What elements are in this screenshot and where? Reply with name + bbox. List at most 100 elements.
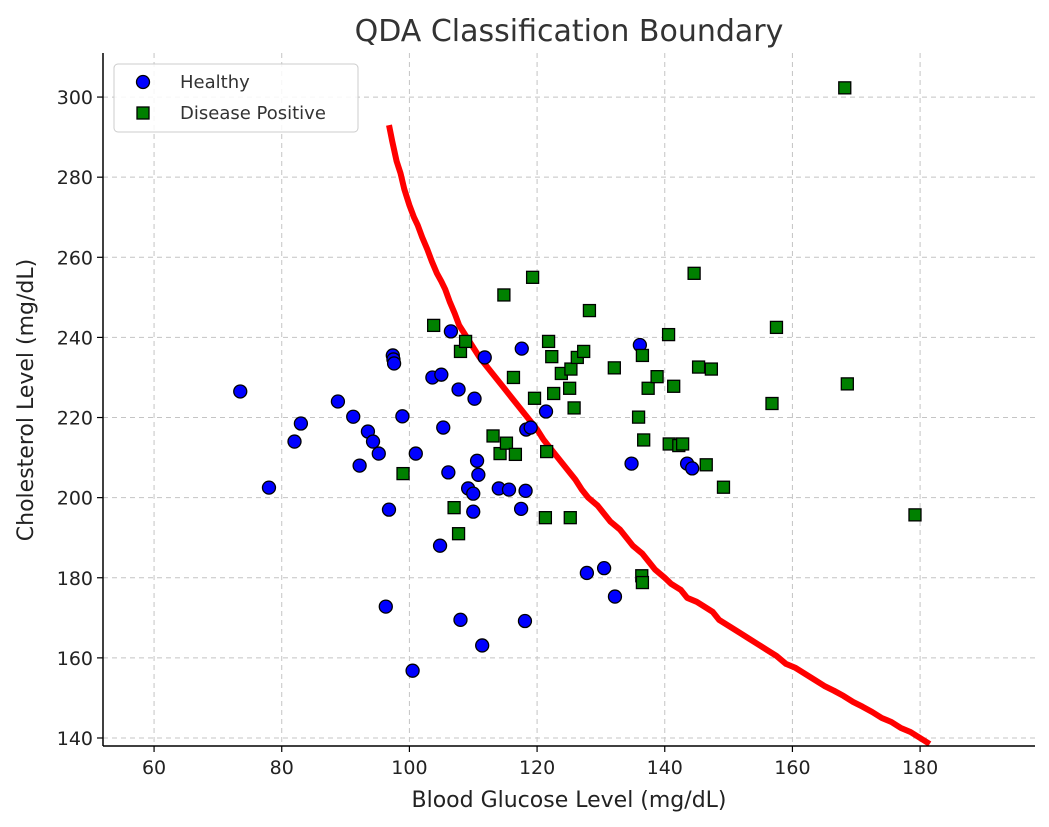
healthy-point	[287, 434, 302, 449]
healthy-point	[579, 565, 595, 581]
healthy-point	[436, 420, 451, 435]
y-tick-label: 260	[57, 247, 93, 269]
x-tick-labels: 60 80 100 120 140 160 180	[142, 757, 938, 779]
disease-positive-point	[427, 318, 441, 333]
disease-positive-point	[637, 433, 651, 447]
x-tick-label: 80	[270, 757, 294, 779]
grid-lines	[103, 53, 1035, 746]
y-tick-label: 200	[57, 488, 93, 510]
disease-positive-point	[582, 303, 597, 318]
healthy-point	[371, 446, 386, 461]
disease-positive-point	[540, 444, 554, 459]
y-tick-label: 180	[57, 568, 93, 590]
healthy-point	[233, 384, 248, 399]
disease-positive-point	[650, 370, 664, 384]
disease-positive-point	[635, 575, 650, 590]
y-tick-label: 220	[57, 408, 93, 430]
disease-positive-point	[538, 511, 553, 525]
x-tick-label: 60	[142, 757, 166, 779]
disease-positive-point	[567, 401, 581, 415]
disease-positive-point	[769, 320, 784, 335]
disease-positive-point	[497, 288, 511, 302]
disease-positive-point	[562, 381, 577, 395]
healthy-point	[443, 324, 459, 339]
x-tick-label: 160	[774, 757, 810, 779]
disease-positive-point	[687, 266, 701, 280]
y-tick-label: 140	[57, 728, 93, 750]
healthy-point	[475, 638, 490, 653]
y-tick-label: 160	[57, 648, 93, 670]
disease-positive-point	[699, 458, 713, 472]
healthy-point	[624, 456, 639, 471]
disease-positive-point	[506, 370, 521, 385]
disease-positive-point	[838, 81, 852, 95]
disease-positive-point	[908, 508, 922, 522]
disease-positive-point	[667, 379, 681, 393]
healthy-point	[501, 482, 517, 497]
disease-positive-point	[541, 334, 556, 349]
disease-positive-point	[716, 480, 731, 494]
healthy-point	[405, 663, 420, 678]
x-tick-label: 140	[647, 757, 683, 779]
y-tick-label: 280	[57, 167, 93, 189]
healthy-point	[346, 409, 361, 424]
disease-positive-point	[499, 436, 514, 450]
healthy-point	[408, 446, 423, 461]
disease-positive-point	[631, 410, 646, 424]
y-tick-labels: 140 160 180 200 220 240 260 280 300	[57, 87, 93, 750]
healthy-point	[513, 501, 529, 517]
disease-positive-point	[607, 361, 621, 375]
healthy-point	[330, 394, 346, 409]
healthy-point	[596, 560, 612, 576]
healthy-point	[469, 453, 485, 468]
x-axis-label: Blood Glucose Level (mg/dL)	[412, 788, 727, 813]
disease-positive-point	[525, 270, 540, 284]
decision-boundary	[386, 124, 932, 747]
healthy-point	[378, 599, 393, 614]
legend-box	[113, 63, 359, 133]
healthy-point	[293, 416, 309, 431]
x-tick-label: 100	[391, 757, 427, 779]
healthy-point	[466, 504, 481, 519]
disease-positive-point	[661, 327, 676, 342]
healthy-point	[523, 420, 538, 435]
legend-marker-disease-positive	[136, 106, 150, 120]
legend: Healthy Disease Positive	[113, 63, 359, 133]
x-tick-label: 120	[519, 757, 555, 779]
healthy-point	[607, 589, 623, 604]
disease-positive-point	[564, 362, 578, 376]
disease-positive-point	[458, 334, 473, 349]
disease-positive-point	[577, 344, 591, 359]
healthy-point	[466, 486, 481, 501]
healthy-point	[467, 391, 482, 406]
decision-boundary-line	[386, 124, 932, 747]
disease-positive-point	[508, 447, 523, 462]
chart-title: QDA Classification Boundary	[355, 14, 784, 49]
disease-positive-point	[527, 391, 542, 405]
disease-positive-point	[641, 381, 655, 395]
legend-label-disease-positive: Disease Positive	[180, 103, 326, 124]
healthy-point	[518, 483, 533, 498]
disease-positive-point	[563, 511, 577, 525]
data-points	[233, 81, 922, 678]
healthy-point	[395, 409, 410, 424]
healthy-point	[381, 502, 397, 517]
y-tick-label: 300	[57, 87, 93, 109]
healthy-point	[441, 465, 456, 480]
disease-positive-point	[691, 360, 706, 374]
disease-positive-point	[486, 429, 500, 443]
healthy-point	[261, 480, 277, 495]
healthy-point	[685, 461, 700, 476]
disease-positive-point	[547, 386, 561, 401]
disease-positive-point	[765, 396, 779, 411]
healthy-point	[432, 538, 448, 553]
healthy-point	[386, 356, 402, 371]
healthy-point	[365, 434, 381, 449]
disease-positive-point	[635, 348, 650, 363]
healthy-point	[538, 404, 554, 419]
disease-positive-point	[840, 377, 854, 391]
disease-positive-point	[396, 466, 410, 481]
healthy-point	[451, 382, 466, 397]
healthy-point	[453, 612, 468, 627]
legend-label-healthy: Healthy	[180, 72, 250, 93]
